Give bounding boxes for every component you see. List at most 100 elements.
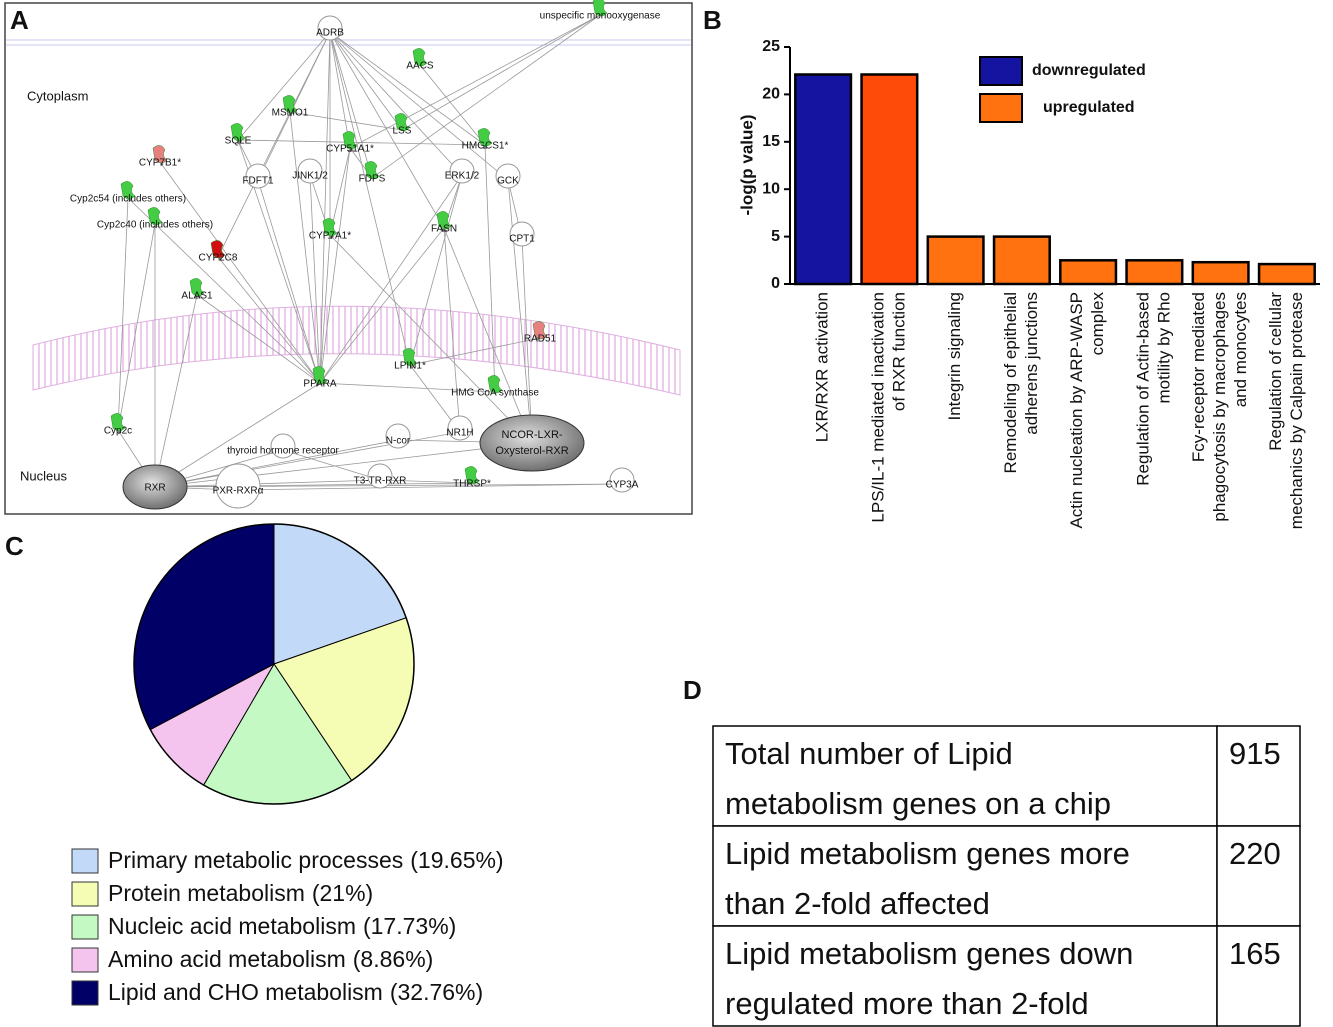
edge <box>409 336 541 366</box>
node-label: PPARA <box>303 379 336 390</box>
edge <box>506 179 533 444</box>
gene-node <box>152 145 168 164</box>
table-text: regulated more than 2-fold <box>725 986 1089 1021</box>
panel-label: B <box>703 5 722 35</box>
legend-swatch <box>71 881 99 907</box>
edge <box>319 227 445 384</box>
bar <box>992 235 1051 286</box>
gene-node <box>230 123 246 142</box>
table-text: Lipid metabolism genes more <box>725 836 1130 871</box>
node-label: RAD51 <box>524 334 557 345</box>
node <box>245 163 271 189</box>
node-label: T3-TR-RXR <box>354 476 407 487</box>
table-text: Lipid metabolism genes down <box>725 936 1133 971</box>
x-tick-label: Fcy-receptor mediated <box>1189 292 1208 462</box>
node <box>449 158 475 184</box>
y-tick-label: 25 <box>762 38 780 55</box>
panel-a-frame <box>4 2 693 515</box>
edge <box>319 234 332 384</box>
table-number: 165 <box>1229 936 1281 971</box>
edge <box>319 174 463 384</box>
node-label: AACS <box>406 61 434 72</box>
legend-swatch <box>71 980 99 1006</box>
edge <box>196 294 321 384</box>
gene-node <box>464 466 480 485</box>
table-text: metabolism genes on a chip <box>725 786 1111 821</box>
x-tick-label: Integrin signaling <box>945 292 964 421</box>
edge <box>288 111 321 384</box>
y-axis-label: -log(p value) <box>737 114 756 215</box>
edge <box>237 138 486 146</box>
table-cell <box>712 725 1218 827</box>
edge <box>309 174 322 384</box>
edge <box>127 197 321 384</box>
x-tick-label: Regulation of Actin-based <box>1133 292 1152 486</box>
gene-node <box>189 278 205 297</box>
edge <box>329 31 509 181</box>
x-tick-label: phagocytosis by macrophages <box>1210 292 1229 522</box>
node-label: FDFT1 <box>242 176 274 187</box>
node-label: Cyp2c <box>104 426 132 437</box>
table-number: 915 <box>1229 736 1281 771</box>
gene-node <box>402 348 418 367</box>
edge <box>154 294 199 488</box>
node-label: LPIN1* <box>394 361 426 372</box>
x-tick-label: complex <box>1088 292 1107 356</box>
node <box>297 158 323 184</box>
node-label: FASN <box>431 224 457 235</box>
x-tick-label: mechanics by Calpain protease <box>1287 292 1306 529</box>
edge <box>371 14 601 179</box>
edge <box>401 14 601 131</box>
edge <box>483 144 496 393</box>
node-label: N-cor <box>386 436 411 447</box>
panel-label: D <box>683 675 702 705</box>
node-label: CYP51A1* <box>326 144 374 155</box>
legend-swatch <box>71 947 99 973</box>
gene-node <box>147 207 163 226</box>
node-label: NCOR-LXR- <box>501 429 562 441</box>
legend-value: (32.76%) <box>390 979 483 1005</box>
complex-node <box>479 414 585 472</box>
node <box>509 221 535 247</box>
edge <box>257 179 321 384</box>
edge <box>329 31 486 146</box>
edge <box>289 110 403 131</box>
pie-outline <box>133 523 415 805</box>
node-label: HMG CoA synthase <box>451 388 539 399</box>
y-tick-label: 0 <box>771 275 780 292</box>
cell-membrane <box>32 305 681 396</box>
node-label: Cyp2c54 (includes others) <box>70 194 186 205</box>
node-label: CYP3A <box>606 480 639 491</box>
edge <box>154 438 399 488</box>
gene-node <box>322 218 338 237</box>
gene-node <box>412 48 428 67</box>
node <box>447 415 473 441</box>
legend-swatch <box>979 93 1023 123</box>
table-cell <box>712 925 1218 1027</box>
node-label: CPT1 <box>509 234 535 245</box>
node-label: ALAS1 <box>181 291 213 302</box>
node <box>609 467 635 493</box>
node <box>270 433 296 459</box>
gene-node <box>436 211 452 230</box>
gene-node <box>282 95 298 114</box>
edge <box>217 256 321 384</box>
y-tick-label: 10 <box>762 180 780 197</box>
node-label: Oxysterol-RXR <box>495 445 568 457</box>
x-tick-label: Actin nucleation by ARP-WASP <box>1067 292 1086 529</box>
edge <box>329 31 373 179</box>
node-label: GCK <box>497 176 519 187</box>
gene-node <box>592 0 608 17</box>
x-tick-label: of RXR function <box>889 292 908 411</box>
edge <box>329 31 403 131</box>
node-label: ERK1/2 <box>445 171 480 182</box>
x-tick-label: LPS/IL-1 mediated inactivation <box>868 292 887 523</box>
legend-label: Primary metabolic processes (19.65%) <box>108 847 504 873</box>
node-label: unspecific monooxygenase <box>540 11 661 22</box>
node-label: thyroid hormone receptor <box>227 446 339 457</box>
node <box>495 163 521 189</box>
node-label: MSMO1 <box>272 108 309 119</box>
x-tick-label: and monocytes <box>1231 292 1250 407</box>
edge <box>116 223 156 431</box>
legend-name: Nucleic acid metabolism <box>108 913 356 939</box>
